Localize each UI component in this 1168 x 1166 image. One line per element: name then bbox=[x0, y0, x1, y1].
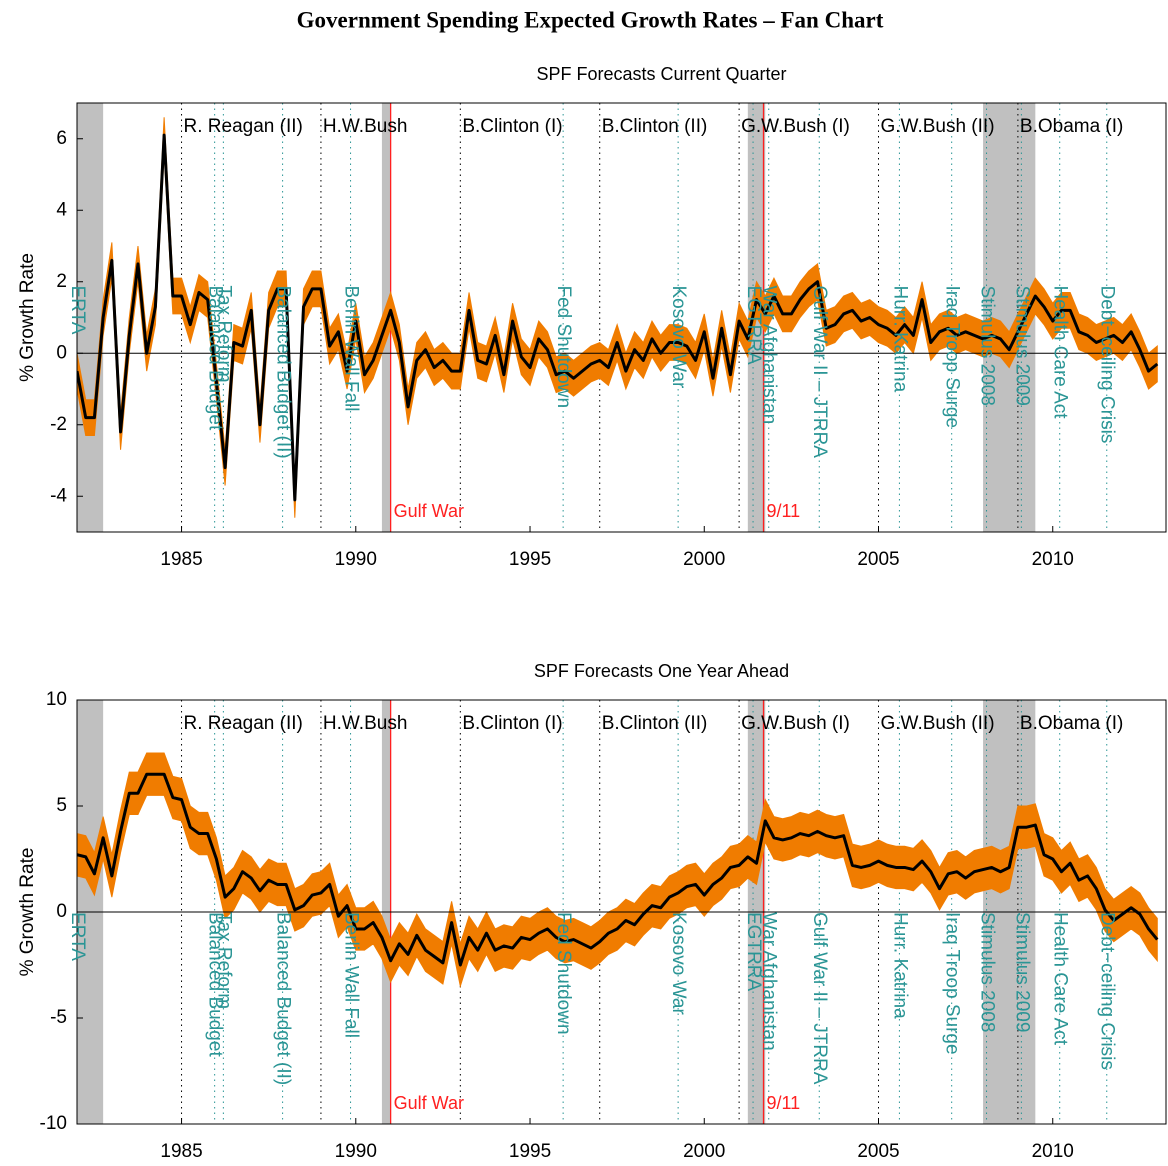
term-label: B.Clinton (II) bbox=[602, 116, 708, 137]
event-label: Balanced Budget (II) bbox=[273, 912, 294, 1085]
term-label: R. Reagan (II) bbox=[184, 116, 303, 137]
y-tick-label: -5 bbox=[50, 1007, 67, 1028]
x-tick-label: 1995 bbox=[509, 549, 551, 570]
x-tick-label: 1985 bbox=[160, 1141, 202, 1162]
term-label: B.Clinton (I) bbox=[462, 116, 562, 137]
x-tick-label: 1985 bbox=[160, 549, 202, 570]
x-tick-label: 2000 bbox=[683, 549, 725, 570]
y-tick-label: -2 bbox=[50, 414, 67, 435]
event-label: EGTRRA bbox=[743, 912, 764, 992]
x-tick-label: 2010 bbox=[1032, 549, 1074, 570]
y-axis-label: % Growth Rate bbox=[17, 848, 38, 977]
event-label: Balanced Budget (II) bbox=[273, 286, 294, 459]
event-label: War Afghanistan bbox=[759, 912, 780, 1051]
event-label: Stimulus 2009 bbox=[1011, 912, 1032, 1032]
plot-area bbox=[77, 700, 1166, 1124]
event-label: Gulf War II – JTRRA bbox=[809, 286, 830, 459]
event-label: War Afghanistan bbox=[759, 286, 780, 425]
y-tick-label: 0 bbox=[56, 901, 67, 922]
term-label: B.Clinton (II) bbox=[602, 713, 708, 734]
plot-area bbox=[77, 103, 1166, 532]
x-tick-label: 2005 bbox=[857, 549, 899, 570]
event-label: Stimulus 2008 bbox=[977, 912, 998, 1032]
plot-frame bbox=[76, 102, 1167, 533]
event-label: ERTA bbox=[67, 286, 88, 335]
term-label: G.W.Bush (II) bbox=[881, 116, 995, 137]
mean-line bbox=[77, 133, 1159, 502]
y-tick-label: 5 bbox=[56, 795, 67, 816]
term-label: B.Clinton (I) bbox=[462, 713, 562, 734]
y-tick-label: -10 bbox=[40, 1113, 67, 1134]
x-tick-label: 1990 bbox=[335, 549, 377, 570]
y-tick-label: 10 bbox=[46, 689, 67, 710]
event-label: Hurr. Katrina bbox=[889, 912, 910, 1019]
event-label: Health Care Act bbox=[1050, 286, 1071, 420]
x-tick-label: 1990 bbox=[335, 1141, 377, 1162]
event-label: Fed Shutdown bbox=[553, 286, 574, 409]
event-label: Gulf War bbox=[394, 1093, 464, 1113]
x-tick-label: 2005 bbox=[857, 1141, 899, 1162]
event-label: ERTA bbox=[67, 912, 88, 961]
event-label: Hurr. Katrina bbox=[889, 286, 910, 393]
recession-band bbox=[77, 103, 104, 532]
x-tick-label: 1995 bbox=[509, 1141, 551, 1162]
event-label: Debt−ceiling Crisis bbox=[1097, 912, 1118, 1070]
y-tick-label: 4 bbox=[56, 199, 67, 220]
event-label: Fed Shutdown bbox=[553, 912, 574, 1035]
term-label: B.Obama (I) bbox=[1020, 116, 1123, 137]
event-label: Stimulus 2008 bbox=[977, 286, 998, 406]
term-label: B.Obama (I) bbox=[1020, 713, 1123, 734]
term-label: G.W.Bush (I) bbox=[741, 713, 850, 734]
term-label: G.W.Bush (I) bbox=[741, 116, 850, 137]
x-tick-label: 2000 bbox=[683, 1141, 725, 1162]
event-label: Health Care Act bbox=[1050, 912, 1071, 1046]
event-label: Tax Reform bbox=[213, 286, 234, 383]
event-label: Tax Reform bbox=[213, 912, 234, 1009]
event-label: Kosovo War bbox=[668, 286, 689, 389]
fan-band bbox=[77, 117, 1158, 518]
y-axis-label: % Growth Rate bbox=[17, 253, 38, 382]
event-label: Gulf War II – JTRRA bbox=[809, 912, 830, 1085]
mean-line bbox=[77, 772, 1159, 967]
fan-band bbox=[77, 752, 1158, 989]
term-label: G.W.Bush (II) bbox=[881, 713, 995, 734]
event-label: Gulf War bbox=[394, 501, 464, 521]
y-tick-label: -4 bbox=[50, 485, 67, 506]
event-label: Berlin Wall Fall bbox=[341, 286, 362, 412]
event-label: Debt−ceiling Crisis bbox=[1097, 286, 1118, 444]
event-label: 9/11 bbox=[767, 501, 801, 521]
event-label: Stimulus 2009 bbox=[1011, 286, 1032, 406]
event-label: Balanced Budget bbox=[205, 912, 226, 1057]
figure-title: Government Spending Expected Growth Rate… bbox=[297, 7, 884, 32]
term-label: H.W.Bush bbox=[323, 713, 407, 734]
event-label: Iraq Troop Surge bbox=[942, 912, 963, 1055]
event-label: Berlin Wall Fall bbox=[341, 912, 362, 1038]
chart-title: SPF Forecasts Current Quarter bbox=[536, 64, 786, 84]
x-tick-label: 2010 bbox=[1032, 1141, 1074, 1162]
y-tick-label: 0 bbox=[56, 342, 67, 363]
term-label: R. Reagan (II) bbox=[184, 713, 303, 734]
chart: SPF Forecasts One Year Ahead % Growth Rat… bbox=[17, 661, 1167, 1162]
y-tick-label: 6 bbox=[56, 128, 67, 149]
term-label: H.W.Bush bbox=[323, 116, 407, 137]
event-label: Iraq Troop Surge bbox=[942, 286, 963, 429]
y-tick-label: 2 bbox=[56, 271, 67, 292]
event-label: 9/11 bbox=[767, 1093, 801, 1113]
chart: SPF Forecasts Current Quarter % Growth Ra… bbox=[17, 64, 1167, 570]
event-label: Kosovo War bbox=[668, 912, 689, 1015]
event-label: Balanced Budget bbox=[205, 286, 226, 431]
event-label: EGTRRA bbox=[743, 286, 764, 366]
chart-title: SPF Forecasts One Year Ahead bbox=[534, 661, 789, 681]
